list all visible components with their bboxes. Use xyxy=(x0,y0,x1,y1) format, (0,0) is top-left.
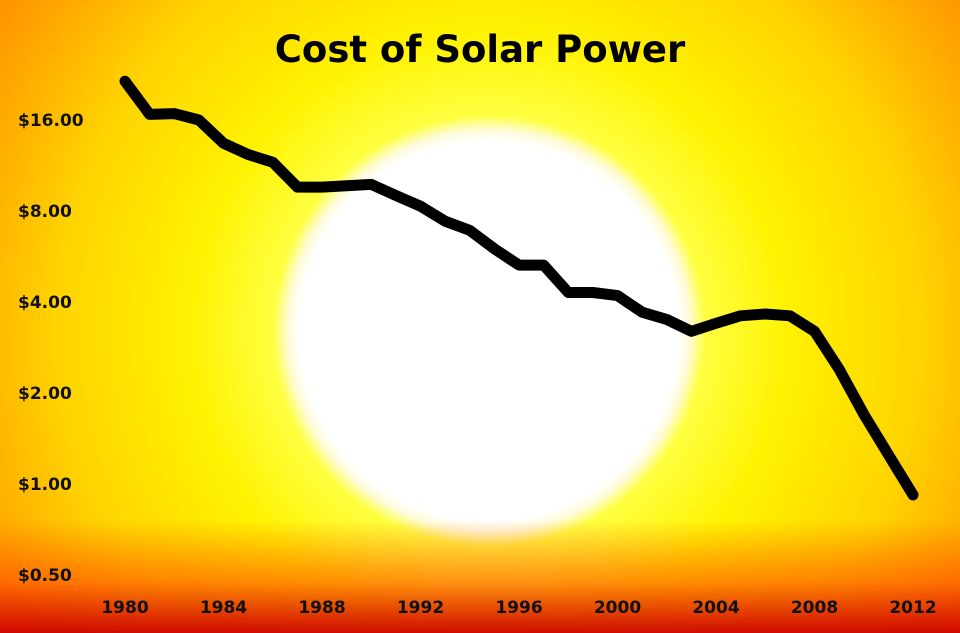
y-tick-label: $16.00 xyxy=(18,111,84,131)
y-tick-label: $0.50 xyxy=(18,566,72,586)
series-group xyxy=(119,75,919,501)
x-tick-label: 2000 xyxy=(594,598,641,618)
y-tick-label: $4.00 xyxy=(18,293,72,313)
y-tick-label: $2.00 xyxy=(18,384,72,404)
chart-title: Cost of Solar Power xyxy=(274,28,686,71)
cost-line xyxy=(119,75,919,501)
x-tick-label: 2008 xyxy=(791,598,838,618)
x-tick-label: 1992 xyxy=(397,598,444,618)
x-tick-label: 1988 xyxy=(298,598,345,618)
x-tick-label: 2012 xyxy=(889,598,936,618)
y-tick-label: $1.00 xyxy=(18,475,72,495)
x-axis-ticks: 1980 1984 1988 1992 1996 2000 2004 2008 2012 xyxy=(101,598,936,618)
x-tick-label: 1984 xyxy=(200,598,247,618)
y-axis-ticks: $16.00 $8.00 $4.00 $2.00 $1.00 $0.50 xyxy=(18,111,84,586)
x-tick-label: 1980 xyxy=(101,598,148,618)
x-tick-label: 2004 xyxy=(692,598,739,618)
y-tick-label: $8.00 xyxy=(18,202,72,222)
bottom-glow xyxy=(0,520,960,633)
x-tick-label: 1996 xyxy=(495,598,542,618)
